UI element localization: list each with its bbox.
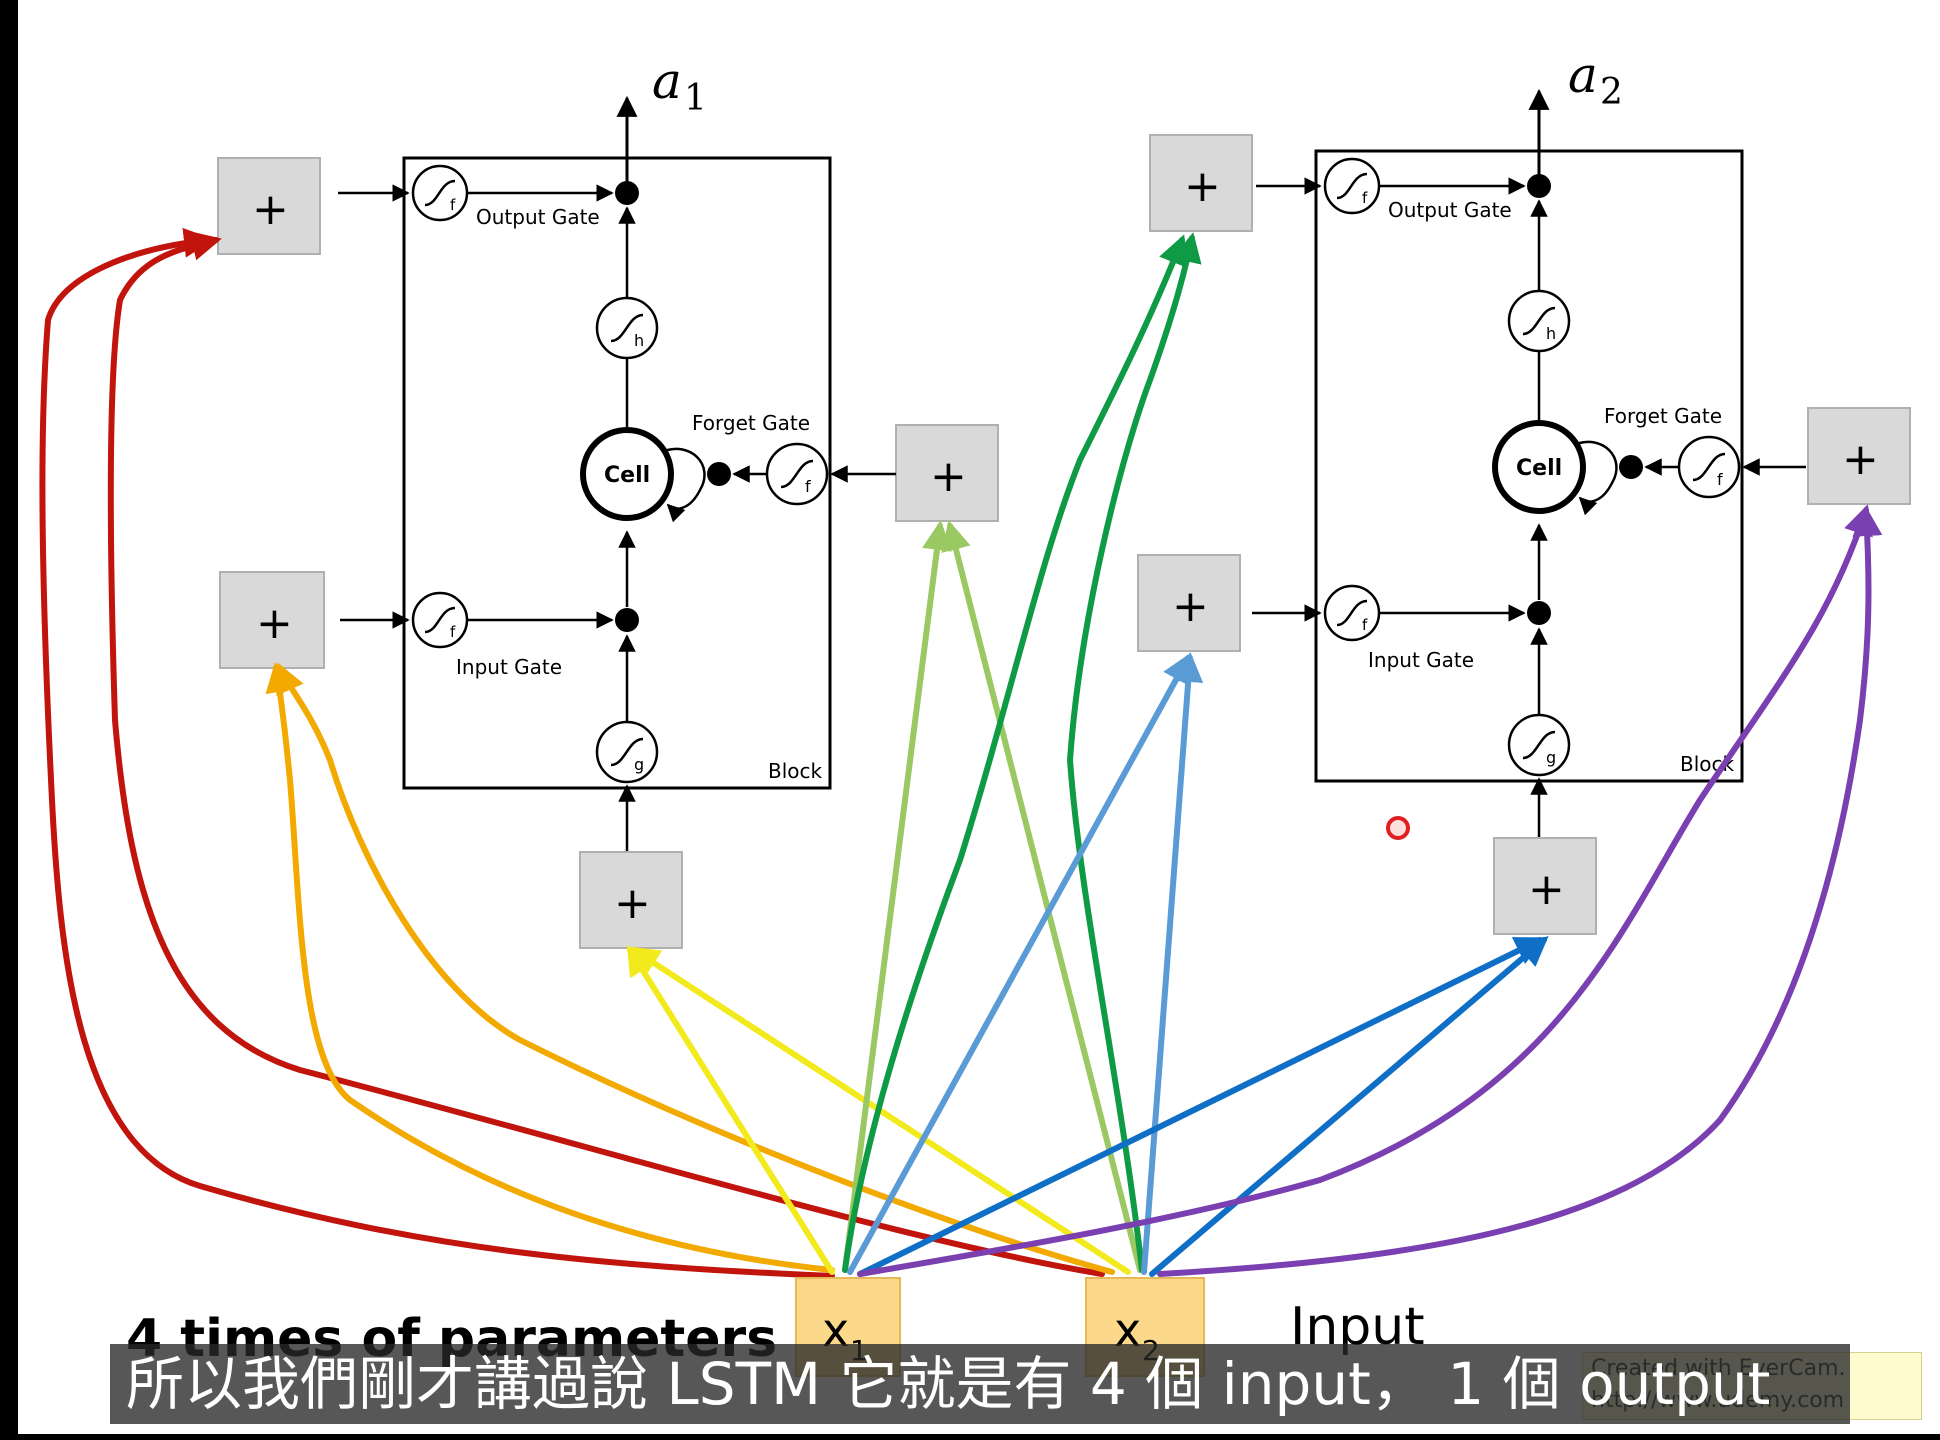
h-label: h <box>634 331 644 350</box>
cursor-indicator-icon <box>1386 816 1410 840</box>
output-gate-f: f <box>1362 189 1368 207</box>
lightgreen-connection <box>842 520 952 1273</box>
lightgreen-connection <box>941 520 1143 1273</box>
output-label-sub: 2 <box>1600 72 1623 113</box>
purple-connection <box>857 504 1873 1277</box>
caption-background <box>110 1344 1850 1424</box>
plus-box-input-2: + <box>1137 554 1322 652</box>
g-label: g <box>634 755 644 774</box>
forget-gate-label: Forget Gate <box>1604 404 1722 428</box>
lightblue-connection <box>1141 652 1204 1275</box>
plus-box-cell-input-2: + <box>1493 837 1597 935</box>
green-connection <box>842 234 1188 1273</box>
plus-box-forget-2: + <box>1742 407 1911 505</box>
svg-text:+: + <box>1172 581 1209 632</box>
subtitle-caption: 所以我們剛才講過說 LSTM 它就是有 4 個 input， 1 個 outpu… <box>126 1350 1771 1418</box>
purple-connection <box>1157 506 1883 1277</box>
plus-box-forget-1: + <box>830 424 999 522</box>
input-gate-label: Input Gate <box>1368 648 1474 672</box>
lightblue-connection <box>847 652 1191 1275</box>
blue-connection <box>857 937 1546 1277</box>
yellow-connection <box>626 944 835 1275</box>
block-label: Block <box>768 759 823 783</box>
cell-node <box>580 427 674 521</box>
h-label: h <box>1546 324 1556 343</box>
svg-text:+: + <box>252 184 289 235</box>
g-label: g <box>1546 748 1556 767</box>
left-frame-edge <box>0 0 18 1440</box>
output-gate-label: Output Gate <box>1388 198 1512 222</box>
svg-text:+: + <box>1184 161 1221 212</box>
input-gate-label: Input Gate <box>456 655 562 679</box>
output-label-a: a <box>652 52 682 110</box>
svg-text:+: + <box>614 878 651 929</box>
input-gate-f: f <box>1362 616 1368 634</box>
lstm-block-1: Block a 1 f Output Gate h Cell f Forget … <box>402 52 832 852</box>
output-label-a: a <box>1568 46 1598 104</box>
bottom-frame-edge <box>0 1434 1940 1440</box>
forget-gate-label: Forget Gate <box>692 411 810 435</box>
svg-text:+: + <box>930 451 967 502</box>
input-gate-f: f <box>450 623 456 641</box>
output-multiply-node <box>615 181 639 205</box>
cell-label: Cell <box>1516 456 1562 481</box>
svg-text:+: + <box>1842 434 1879 485</box>
output-label-sub: 1 <box>684 78 707 119</box>
orange-connection <box>265 662 835 1273</box>
forget-multiply-node <box>1619 455 1643 479</box>
connections <box>39 227 1883 1279</box>
plus-box-output-1: + <box>217 157 410 255</box>
red-connection <box>39 227 835 1279</box>
forget-gate-f: f <box>1717 470 1723 489</box>
blue-connection <box>1149 936 1549 1277</box>
forget-gate-f: f <box>805 477 811 496</box>
green-connection <box>1067 232 1202 1273</box>
svg-text:+: + <box>256 598 293 649</box>
svg-text:+: + <box>1528 864 1565 915</box>
output-multiply-node <box>1527 174 1551 198</box>
input-multiply-node <box>1527 601 1551 625</box>
cell-node <box>1492 420 1586 514</box>
output-gate-label: Output Gate <box>476 205 600 229</box>
forget-multiply-node <box>707 462 731 486</box>
output-gate-f: f <box>450 196 456 214</box>
input-multiply-node <box>615 608 639 632</box>
lstm-block-2: Block a 2 f Output Gate h Cell f Forget … <box>1314 46 1744 838</box>
plus-box-cell-input-1: + <box>579 851 683 949</box>
orange-connection <box>276 662 1115 1275</box>
block-frame <box>1314 149 1744 783</box>
cell-label: Cell <box>604 463 650 488</box>
block-frame <box>402 156 832 790</box>
red-connection <box>107 231 1105 1277</box>
plus-box-output-2: + <box>1149 134 1322 232</box>
plus-box-input-1: + <box>219 571 410 669</box>
